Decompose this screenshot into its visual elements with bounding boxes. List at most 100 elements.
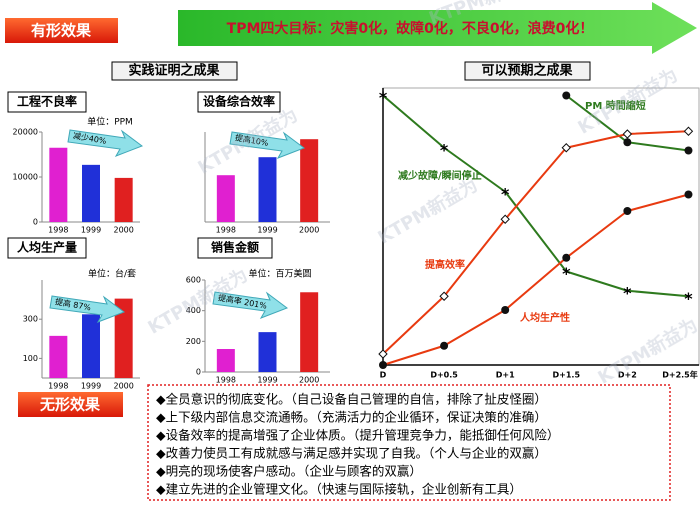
series-line <box>382 94 689 298</box>
chart-title-box <box>7 91 87 113</box>
y-tick-label: 100 <box>23 354 38 363</box>
chart-title: 工程不良率 <box>17 94 77 109</box>
x-tick-label: D+1 <box>496 371 515 380</box>
x-tick-label: 1999 <box>257 376 277 385</box>
bullet-item: ◆改善力使员工有成就感与满足感并实现了自我。（个人与企业的双赢） <box>156 446 547 461</box>
bar <box>258 332 277 372</box>
x-tick-label: 1998 <box>48 226 68 235</box>
y-tick-label: 600 <box>186 276 201 285</box>
annotation-arrow <box>212 291 289 319</box>
y-tick-label: 0 <box>33 218 38 227</box>
plot-frame <box>382 87 700 366</box>
bar <box>300 139 319 222</box>
x-tick-label: 2000 <box>113 226 133 235</box>
intangible-box <box>147 384 671 501</box>
bar <box>82 314 100 378</box>
point <box>378 349 388 359</box>
point: * <box>684 289 693 308</box>
series-label: 人均生产性 <box>520 311 570 324</box>
series-label: 减少故障/瞬间停止 <box>398 169 482 182</box>
point <box>623 207 632 215</box>
bullet-item: ◆建立先进的企业管理文化。（快速与国际接轨，企业创新有工具） <box>156 482 522 497</box>
series-label: PM 時間縮短 <box>585 99 646 112</box>
x-tick-label: 1998 <box>216 376 236 385</box>
series-line <box>382 130 689 355</box>
section-box <box>111 61 238 81</box>
point: * <box>623 283 632 302</box>
x-tick-label: 1998 <box>216 226 236 235</box>
bar <box>216 175 235 222</box>
x-tick-label: 1999 <box>257 226 277 235</box>
point <box>684 190 693 199</box>
chart-title-box <box>197 91 281 113</box>
point <box>439 291 449 301</box>
y-tick-label: 20000 <box>13 128 38 137</box>
point <box>561 143 571 153</box>
x-tick-label: D+1.5 <box>553 371 581 380</box>
x-tick-label: 2000 <box>299 376 319 385</box>
bar <box>216 349 235 372</box>
unit-label: 单位：百万美圆 <box>248 268 311 280</box>
bar <box>114 177 133 222</box>
bar <box>258 157 277 222</box>
badge: 有形效果 <box>31 22 92 40</box>
badge: 无形效果 <box>39 396 101 414</box>
point <box>440 341 449 350</box>
point <box>683 126 694 136</box>
point <box>501 306 510 314</box>
chart-title-box <box>7 237 87 259</box>
chart-title-box <box>197 237 273 259</box>
point: * <box>379 88 388 107</box>
y-tick-label: 10000 <box>13 173 38 182</box>
y-tick-label: 0 <box>196 368 201 377</box>
point: * <box>440 140 449 159</box>
section-box <box>464 61 591 81</box>
x-tick-label: 1999 <box>81 382 101 391</box>
banner: TPM四大目标：灾害0化，故障0化，不良0化，浪费0化！ <box>227 20 594 37</box>
point: * <box>562 264 571 283</box>
point <box>562 91 571 100</box>
x-tick-label: 2000 <box>113 382 133 391</box>
x-tick-label: 2000 <box>299 226 319 235</box>
chart-title: 人均生产量 <box>17 240 77 255</box>
point <box>684 146 693 155</box>
bar <box>49 147 68 222</box>
x-tick-label: D+2.5年 <box>662 370 698 380</box>
bar <box>300 292 319 372</box>
x-tick-label: D <box>380 371 387 380</box>
badge-box <box>5 18 118 43</box>
y-tick-label: 400 <box>186 306 201 315</box>
series-line <box>382 193 689 366</box>
section-title: 实践证明之成果 <box>128 63 219 79</box>
point <box>562 253 571 262</box>
unit-label: 单位：PPM <box>87 116 133 128</box>
bullet-item: ◆上下级内部信息交流通畅。（充满活力的企业循环，保证决策的准确） <box>156 410 547 425</box>
point <box>622 129 633 139</box>
point <box>379 361 387 369</box>
annotation-arrow <box>229 131 306 159</box>
x-tick-label: D+2 <box>618 371 637 380</box>
point <box>500 214 510 224</box>
chart-title: 设备综合效率 <box>203 94 275 109</box>
x-tick-label: D+0.5 <box>430 371 458 380</box>
bullet-item: ◆设备效率的提高增强了企业体质。（提升管理竞争力，能抵御任何风险） <box>156 428 559 443</box>
chart-title: 销售金额 <box>211 240 259 255</box>
y-tick-label: 200 <box>186 337 201 346</box>
bullet-item: ◆明亮的现场使客户感动。（企业与顾客的双赢） <box>156 464 422 479</box>
point <box>623 138 632 147</box>
x-tick-label: 1998 <box>48 382 68 391</box>
bar <box>114 298 133 378</box>
point: * <box>501 184 510 203</box>
bullet-item: ◆全员意识的彻底变化。（自己设备自己管理的自信，排除了扯皮怪圈） <box>156 392 547 407</box>
x-tick-label: 1999 <box>81 226 101 235</box>
series-label: 提高效率 <box>425 258 465 271</box>
bar <box>49 335 68 378</box>
unit-label: 单位：台/套 <box>88 268 136 280</box>
annotation-arrow <box>67 129 144 157</box>
section-title: 可以预期之成果 <box>481 63 572 79</box>
annotation-arrow <box>49 295 126 323</box>
y-tick-label: 300 <box>23 315 38 324</box>
banner-arrow <box>178 2 697 54</box>
bar <box>82 164 100 222</box>
